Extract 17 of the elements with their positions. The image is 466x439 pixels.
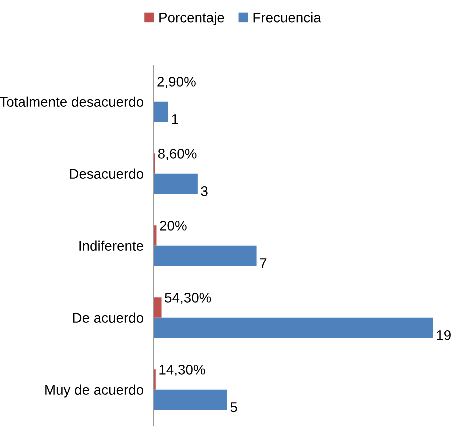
y-tick-label: Muy de acuerdo xyxy=(46,384,144,398)
y-tick-label: Indiferente xyxy=(80,240,144,252)
y-tick-label: De acuerdo xyxy=(73,312,144,324)
data-label: 1 xyxy=(172,114,178,124)
data-label: 20% xyxy=(160,221,187,231)
data-label: 54,30% xyxy=(165,293,212,304)
data-label: 14,30% xyxy=(160,365,206,376)
data-label: 8,60% xyxy=(158,149,197,160)
data-label: 2,90% xyxy=(158,77,196,88)
data-label: 3 xyxy=(201,186,208,196)
y-tick-label: Desacuerdo xyxy=(70,168,144,180)
legend-label: Porcentaje xyxy=(160,12,224,26)
legend-label: Frecuencia xyxy=(254,12,322,23)
y-tick-label: Totalmente desacuerdo xyxy=(0,96,144,108)
data-label: 5 xyxy=(230,402,238,412)
data-label: 19 xyxy=(437,330,451,340)
data-label: 7 xyxy=(260,258,267,268)
